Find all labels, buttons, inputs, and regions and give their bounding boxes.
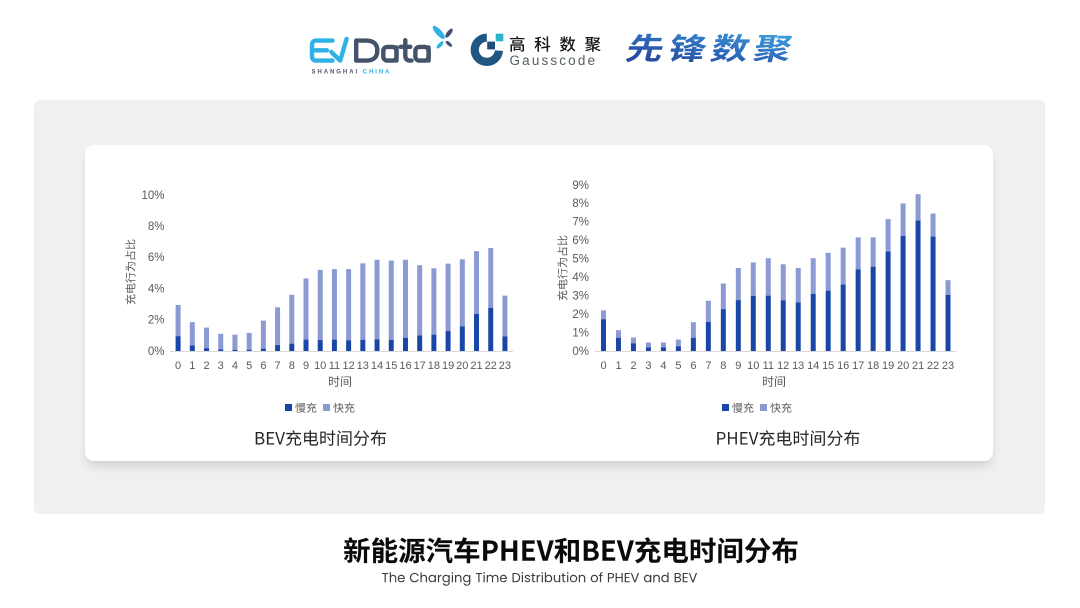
svg-text:2%: 2% <box>148 315 165 327</box>
svg-text:19: 19 <box>882 360 894 372</box>
svg-text:14: 14 <box>371 360 383 372</box>
svg-text:20: 20 <box>897 360 909 372</box>
svg-text:1%: 1% <box>572 327 589 339</box>
svg-text:1: 1 <box>189 360 195 372</box>
svg-text:7: 7 <box>705 360 711 372</box>
svg-text:8%: 8% <box>572 198 589 210</box>
svg-text:10%: 10% <box>141 190 164 202</box>
svg-text:8: 8 <box>720 360 726 372</box>
svg-text:9%: 9% <box>572 180 589 192</box>
svg-text:22: 22 <box>485 360 497 372</box>
svg-text:5%: 5% <box>572 254 589 266</box>
svg-text:17: 17 <box>414 360 426 372</box>
svg-text:5: 5 <box>675 360 681 372</box>
svg-text:0%: 0% <box>572 346 589 358</box>
svg-text:4%: 4% <box>148 283 165 295</box>
svg-text:16: 16 <box>837 360 849 372</box>
svg-text:18: 18 <box>867 360 879 372</box>
svg-text:10: 10 <box>747 360 759 372</box>
svg-text:6%: 6% <box>572 235 589 247</box>
svg-text:6: 6 <box>690 360 696 372</box>
svg-text:16: 16 <box>399 360 411 372</box>
svg-text:3: 3 <box>218 360 224 372</box>
svg-text:20: 20 <box>456 360 468 372</box>
svg-text:6: 6 <box>260 360 266 372</box>
svg-text:23: 23 <box>499 360 511 372</box>
svg-text:9: 9 <box>735 360 741 372</box>
svg-text:21: 21 <box>912 360 924 372</box>
svg-text:11: 11 <box>763 360 774 372</box>
svg-text:0: 0 <box>600 360 606 372</box>
svg-text:18: 18 <box>428 360 440 372</box>
svg-text:4: 4 <box>660 360 666 372</box>
svg-text:22: 22 <box>927 360 939 372</box>
svg-text:12: 12 <box>777 360 789 372</box>
svg-text:11: 11 <box>329 360 340 372</box>
svg-text:0%: 0% <box>148 346 165 358</box>
svg-text:13: 13 <box>792 360 804 372</box>
svg-text:SHANGHAI CHINA: SHANGHAI CHINA <box>312 70 392 76</box>
svg-text:10: 10 <box>314 360 326 372</box>
svg-text:14: 14 <box>807 360 819 372</box>
svg-text:3%: 3% <box>572 290 589 302</box>
svg-text:23: 23 <box>942 360 954 372</box>
svg-text:1: 1 <box>615 360 621 372</box>
svg-text:12: 12 <box>342 360 354 372</box>
svg-text:Gausscode: Gausscode <box>510 53 596 68</box>
svg-text:13: 13 <box>357 360 369 372</box>
svg-text:7: 7 <box>275 360 281 372</box>
svg-text:7%: 7% <box>572 217 589 229</box>
svg-text:19: 19 <box>442 360 454 372</box>
svg-text:2%: 2% <box>572 309 589 321</box>
svg-text:2: 2 <box>203 360 209 372</box>
svg-text:3: 3 <box>645 360 651 372</box>
svg-text:2: 2 <box>630 360 636 372</box>
svg-text:9: 9 <box>303 360 309 372</box>
svg-text:17: 17 <box>852 360 864 372</box>
svg-text:15: 15 <box>385 360 397 372</box>
svg-text:0: 0 <box>175 360 181 372</box>
svg-text:6%: 6% <box>148 252 165 264</box>
svg-text:8%: 8% <box>148 221 165 233</box>
svg-text:15: 15 <box>822 360 834 372</box>
svg-text:4%: 4% <box>572 272 589 284</box>
svg-text:5: 5 <box>246 360 252 372</box>
svg-text:8: 8 <box>289 360 295 372</box>
svg-text:4: 4 <box>232 360 238 372</box>
svg-text:21: 21 <box>470 360 482 372</box>
